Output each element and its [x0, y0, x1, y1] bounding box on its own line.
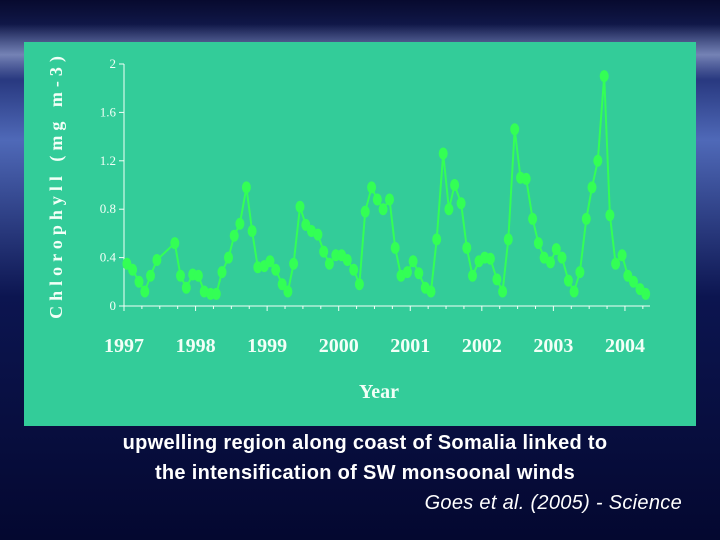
- data-point: [134, 275, 144, 288]
- y-tick-label: 0.4: [100, 250, 117, 265]
- data-point: [563, 274, 573, 287]
- data-point: [271, 263, 281, 276]
- data-point: [575, 266, 585, 279]
- data-point: [510, 123, 520, 136]
- data-point: [283, 285, 293, 298]
- x-tick-label: 1998: [176, 335, 216, 357]
- data-point: [152, 254, 162, 266]
- x-tick-label: 1997: [104, 335, 144, 357]
- data-point: [342, 254, 352, 266]
- data-point: [170, 237, 180, 250]
- citation: Goes et al. (2005) - Science: [424, 492, 682, 514]
- data-point: [378, 203, 388, 216]
- data-point: [176, 269, 185, 282]
- data-point: [277, 278, 287, 291]
- y-tick-label: 0: [110, 298, 117, 313]
- y-tick-label: 2: [110, 56, 117, 71]
- data-point: [629, 275, 638, 288]
- data-point: [295, 200, 305, 213]
- data-point: [354, 278, 364, 291]
- data-point: [211, 287, 221, 300]
- data-point: [450, 179, 460, 191]
- data-point: [485, 252, 495, 265]
- data-point: [444, 203, 454, 216]
- data-point: [181, 281, 191, 294]
- x-tick-label: 2004: [605, 335, 645, 357]
- x-tick-label: 1999: [247, 335, 287, 357]
- series-line: [126, 76, 647, 296]
- data-point: [503, 233, 513, 246]
- data-point: [587, 181, 597, 194]
- x-axis-title: Year: [359, 381, 399, 403]
- data-point: [289, 257, 299, 270]
- data-point: [324, 257, 334, 270]
- data-point: [498, 285, 508, 298]
- data-point: [462, 241, 472, 254]
- data-point: [593, 154, 603, 167]
- data-point: [319, 245, 329, 258]
- x-tick-label: 2003: [533, 335, 573, 357]
- data-point: [229, 229, 239, 242]
- data-point: [349, 263, 359, 276]
- data-point: [528, 212, 538, 225]
- data-point: [414, 267, 424, 280]
- data-point: [533, 237, 543, 250]
- data-point: [617, 249, 627, 262]
- data-point: [217, 266, 227, 279]
- data-point: [468, 269, 477, 282]
- data-point: [521, 172, 531, 185]
- data-point: [551, 243, 561, 256]
- chart-panel: 0 0.4 0.8 1.2 1.6 2 1997 1998 1999 2000 2001 2002 20…: [24, 42, 696, 426]
- data-point: [456, 197, 466, 210]
- data-point: [385, 193, 394, 206]
- data-point: [265, 255, 275, 268]
- data-point: [569, 285, 579, 298]
- caption-line-1: upwelling region along coast of Somalia …: [122, 432, 608, 454]
- data-point: [367, 181, 377, 194]
- data-point: [641, 287, 651, 300]
- data-point: [235, 217, 245, 230]
- data-point: [146, 269, 155, 282]
- data-point: [128, 263, 138, 276]
- x-tick-label: 2002: [462, 335, 502, 357]
- chlorophyll-chart: 0 0.4 0.8 1.2 1.6 2 1997 1998 1999 2000 2001 2002 20…: [46, 51, 651, 403]
- data-point: [546, 256, 555, 269]
- data-point: [432, 233, 442, 246]
- data-point: [611, 257, 621, 270]
- y-tick-label: 1.2: [100, 153, 116, 168]
- data-point: [193, 269, 203, 282]
- data-point: [224, 251, 233, 264]
- data-point: [581, 212, 591, 225]
- data-point: [313, 228, 323, 241]
- data-point: [247, 225, 257, 237]
- caption-line-2: the intensification of SW monsoonal wind…: [154, 462, 576, 484]
- y-tick-label: 0.8: [100, 201, 116, 216]
- data-point: [372, 193, 382, 206]
- data-point: [492, 273, 502, 286]
- data-point: [599, 70, 609, 83]
- x-tick-label: 2000: [319, 335, 359, 357]
- data-point: [140, 285, 150, 298]
- data-point: [426, 285, 436, 298]
- x-tick-label: 2001: [390, 335, 430, 357]
- data-point: [360, 205, 370, 218]
- data-point: [390, 241, 400, 254]
- data-point: [402, 266, 412, 279]
- y-axis-title: Chlorophyll (mg m-3): [46, 51, 67, 319]
- data-point: [605, 209, 615, 222]
- data-point: [408, 255, 418, 268]
- data-point: [241, 181, 251, 194]
- data-point: [438, 147, 448, 160]
- data-point: [557, 251, 567, 264]
- y-tick-label: 1.6: [100, 104, 117, 119]
